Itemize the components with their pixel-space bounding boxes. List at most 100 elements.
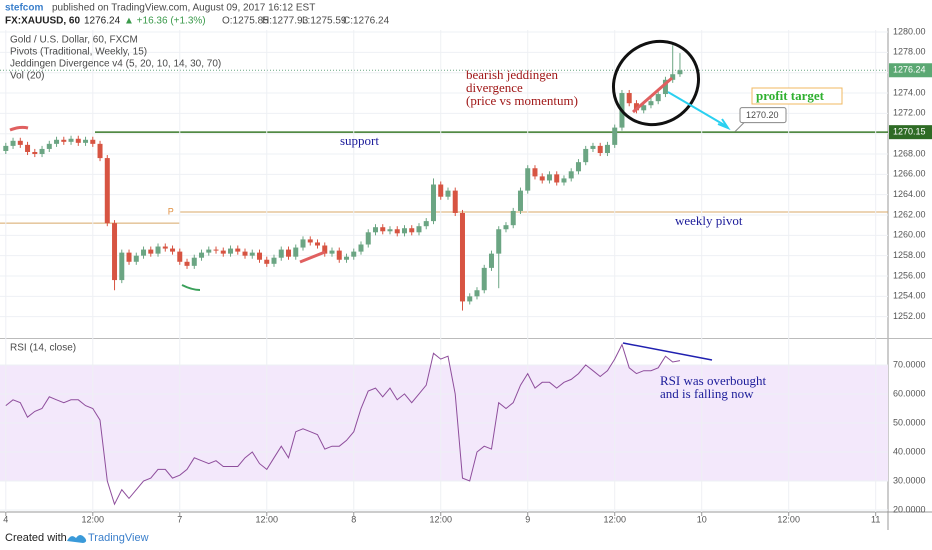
y-tick-label: 1274.00 bbox=[893, 87, 926, 97]
candle-body bbox=[112, 223, 118, 281]
annotation-box bbox=[751, 87, 843, 105]
candle-body bbox=[575, 162, 581, 172]
candle-body bbox=[670, 74, 676, 80]
x-tick-label: 12:00 bbox=[255, 514, 278, 524]
candle-body bbox=[430, 184, 436, 222]
candle-body bbox=[590, 145, 596, 149]
x-tick-label: 10 bbox=[697, 514, 707, 524]
candle-body bbox=[170, 248, 176, 252]
candle-body bbox=[662, 79, 668, 95]
candle-body bbox=[626, 93, 632, 104]
candle-body bbox=[604, 144, 610, 154]
candle-body bbox=[503, 225, 509, 230]
candle-body bbox=[293, 247, 299, 257]
x-tick-label: 12:00 bbox=[603, 514, 626, 524]
candle-body bbox=[97, 143, 103, 159]
candle-body bbox=[264, 259, 270, 264]
candle-body bbox=[532, 168, 538, 177]
candle-body bbox=[68, 138, 74, 142]
candle-body bbox=[206, 249, 212, 253]
close: C:1276.24 bbox=[343, 16, 390, 27]
candle-body bbox=[83, 139, 89, 143]
candle-body bbox=[3, 145, 9, 151]
candle-body bbox=[372, 227, 378, 233]
y-tick-label: 1258.00 bbox=[893, 250, 926, 260]
candle-body bbox=[474, 290, 480, 297]
candle-body bbox=[561, 178, 567, 183]
candle-body bbox=[271, 257, 277, 264]
low: L:1275.59 bbox=[302, 16, 347, 27]
candle-body bbox=[539, 176, 545, 181]
candle-body bbox=[583, 148, 589, 163]
candle-body bbox=[322, 245, 328, 254]
candle-body bbox=[481, 267, 487, 291]
rsi-line bbox=[5, 343, 681, 506]
callout-line bbox=[734, 121, 746, 133]
price-tag bbox=[889, 125, 932, 140]
x-tick-label: 12:00 bbox=[777, 514, 800, 524]
candle-body bbox=[54, 139, 60, 144]
legend: Vol (20) bbox=[10, 71, 44, 82]
annotation: RSI was overbought bbox=[660, 373, 767, 388]
candle-body bbox=[126, 252, 132, 262]
candle-body bbox=[315, 242, 321, 246]
author[interactable]: stefcom bbox=[5, 3, 43, 14]
candle-body bbox=[307, 239, 313, 243]
candle-body bbox=[423, 221, 429, 227]
candle-body bbox=[445, 190, 451, 197]
candle-body bbox=[394, 229, 400, 234]
candle-body bbox=[119, 252, 125, 281]
candle-body bbox=[17, 140, 23, 145]
x-tick-label: 7 bbox=[177, 514, 182, 524]
footer-text: Created with bbox=[5, 532, 67, 544]
legend: Pivots (Traditional, Weekly, 15) bbox=[10, 47, 147, 58]
candle-body bbox=[416, 226, 422, 233]
candle-body bbox=[336, 250, 342, 260]
indicator-mark bbox=[9, 125, 29, 132]
y-tick-label: 1264.00 bbox=[893, 189, 926, 199]
arrow bbox=[667, 91, 727, 127]
candle-body bbox=[235, 248, 241, 252]
candle-body bbox=[46, 143, 52, 149]
y-tick-label: 1256.00 bbox=[893, 270, 926, 280]
candle-body bbox=[365, 232, 371, 245]
annotation: and is falling now bbox=[660, 386, 754, 401]
candle-body bbox=[148, 249, 154, 254]
high: H:1277.93 bbox=[262, 16, 309, 27]
y-tick-label: 1266.00 bbox=[893, 169, 926, 179]
y-tick-label: 20.0000 bbox=[893, 504, 926, 514]
price-tag bbox=[889, 63, 932, 78]
price: 1276.24 bbox=[84, 16, 121, 27]
arrow-head bbox=[717, 118, 731, 131]
indicator-mark bbox=[299, 250, 326, 264]
x-tick-label: 4 bbox=[3, 514, 8, 524]
legend: Jeddingen Divergence v4 (5, 20, 10, 14, … bbox=[10, 59, 221, 70]
candle-body bbox=[655, 94, 661, 102]
candle-body bbox=[162, 246, 168, 249]
indicator-mark bbox=[181, 284, 201, 291]
footer-brand[interactable]: TradingView bbox=[88, 532, 149, 544]
x-tick-label: 8 bbox=[351, 514, 356, 524]
x-tick-label: 12:00 bbox=[82, 514, 105, 524]
candle-body bbox=[467, 296, 473, 302]
candle-body bbox=[199, 252, 205, 258]
candle-body bbox=[633, 103, 639, 111]
y-tick-label: 1278.00 bbox=[893, 47, 926, 57]
candle-body bbox=[641, 105, 647, 111]
candle-body bbox=[358, 244, 364, 252]
candle-body bbox=[10, 140, 16, 146]
candle-body bbox=[133, 255, 139, 262]
change: ▲ +16.36 (+1.3%) bbox=[124, 16, 206, 27]
ellipse bbox=[611, 39, 701, 127]
candle-body bbox=[213, 249, 219, 251]
candle-body bbox=[39, 148, 45, 155]
open: O:1275.85 bbox=[222, 16, 269, 27]
trendline bbox=[622, 342, 713, 361]
candle-body bbox=[612, 127, 618, 145]
candle-body bbox=[104, 158, 110, 224]
indicator-mark bbox=[632, 76, 673, 114]
candle-body bbox=[677, 70, 683, 75]
y-tick-label: 50.0000 bbox=[893, 417, 926, 427]
x-tick-label: 9 bbox=[525, 514, 530, 524]
candle-body bbox=[568, 171, 574, 179]
